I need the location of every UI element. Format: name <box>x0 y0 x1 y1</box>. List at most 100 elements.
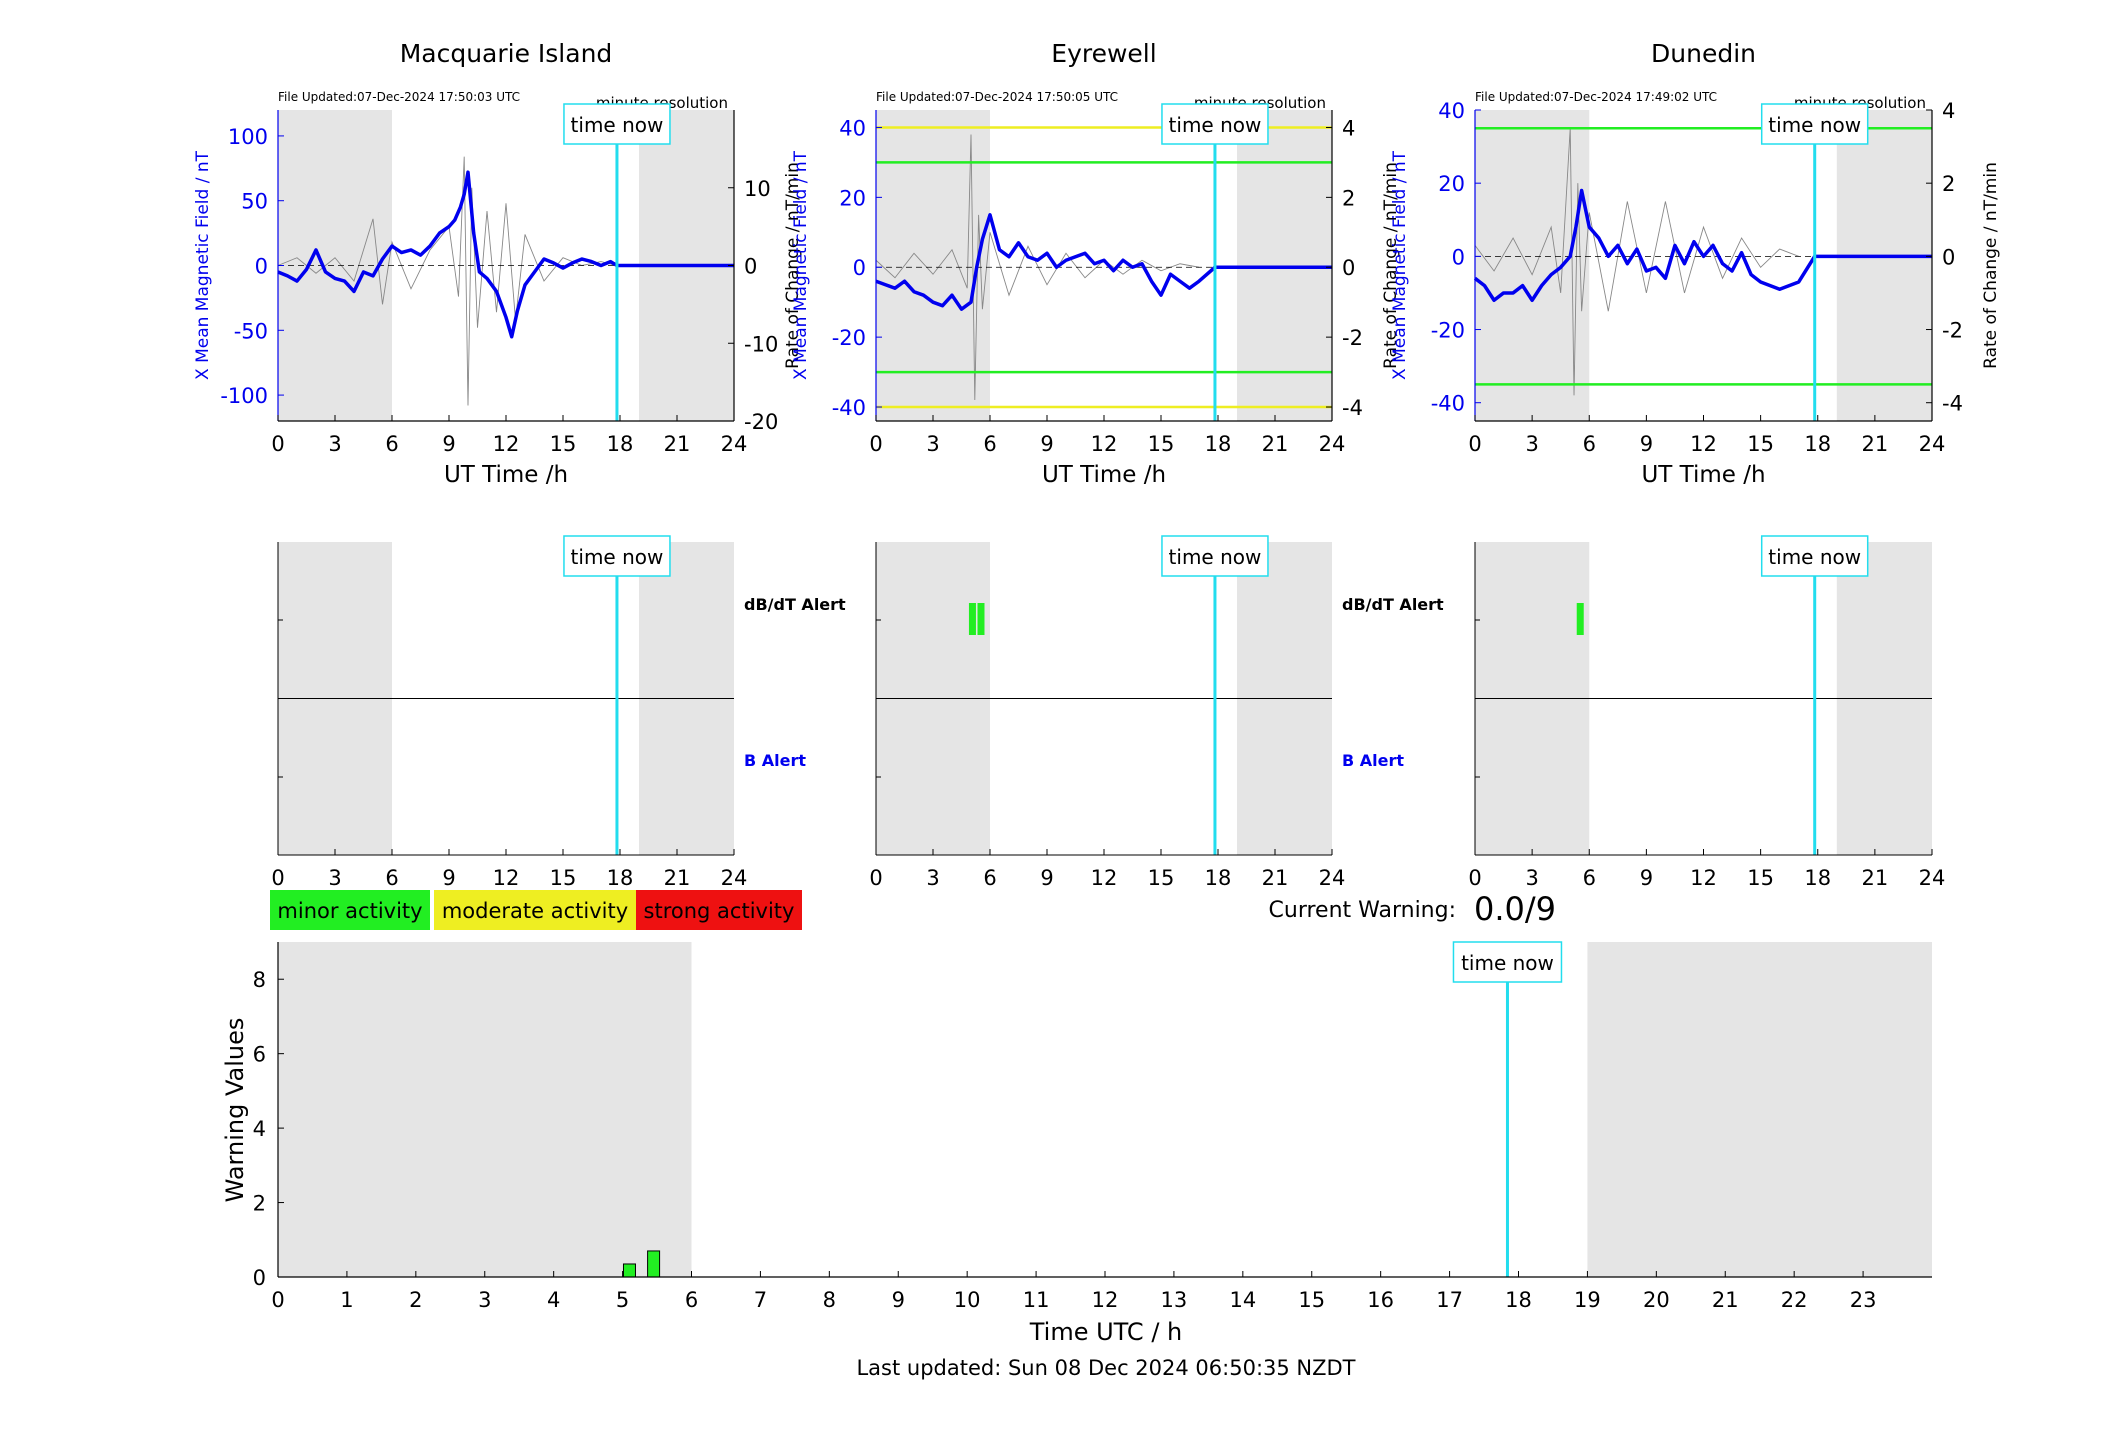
y-tick-label-left: -20 <box>832 326 866 350</box>
alert-plot: 0 3 6 9 12 15 18 21 24 <box>869 542 1345 890</box>
y-tick-label: 6 <box>253 1043 266 1067</box>
x-tick-label: 18 <box>1205 432 1232 456</box>
x-tick-label: 21 <box>1712 1288 1739 1312</box>
y-tick-label-left: 20 <box>1438 172 1465 196</box>
x-tick-label: 18 <box>607 432 634 456</box>
y-axis-label-left: X Mean Magnetic Field / nT <box>193 150 213 380</box>
current-warning-label: Current Warning: <box>1269 898 1456 923</box>
y-tick-label-right: -4 <box>1942 392 1963 416</box>
last-updated-label: Last updated: Sun 08 Dec 2024 06:50:35 N… <box>856 1356 1355 1380</box>
y-tick-label-right: 10 <box>744 177 771 201</box>
time-now-frame <box>563 103 671 145</box>
x-tick-label: 11 <box>1023 1288 1050 1312</box>
x-tick-label: 12 <box>1091 866 1118 890</box>
file-updated-label: File Updated:07-Dec-2024 17:49:02 UTC <box>1475 90 1717 104</box>
x-tick-label: 9 <box>1040 866 1053 890</box>
x-tick-label: 6 <box>983 866 996 890</box>
y-tick-label-left: 40 <box>839 116 866 140</box>
x-tick-label: 24 <box>721 432 748 456</box>
station-panel-dunedin: Dunedin File Updated:07-Dec-2024 17:49:0… <box>1390 39 2001 890</box>
x-tick-label: 19 <box>1574 1288 1601 1312</box>
magnetic-field-line <box>1473 188 1932 303</box>
y-tick-label-left: 0 <box>853 256 866 280</box>
x-tick-label: 15 <box>1747 432 1774 456</box>
x-tick-label: 6 <box>1583 866 1596 890</box>
y-tick-label-right: 2 <box>1942 172 1955 196</box>
y-tick-label-left: 50 <box>241 190 268 214</box>
station-title: Dunedin <box>1651 39 1756 68</box>
x-tick-label: 20 <box>1643 1288 1670 1312</box>
x-tick-label: 0 <box>271 866 284 890</box>
legend-minor-label: minor activity <box>277 899 422 923</box>
dbdt-alert-label: dB/dT Alert <box>1342 595 1444 614</box>
warning-time-now-box: time now <box>1452 941 1563 983</box>
y-tick-label-left: -40 <box>832 396 866 420</box>
station-title: Eyrewell <box>1051 39 1156 68</box>
night-shade <box>1587 942 1932 1277</box>
time-now-frame <box>1161 535 1269 577</box>
x-tick-label: 9 <box>892 1288 905 1312</box>
x-tick-label: 13 <box>1161 1288 1188 1312</box>
y-tick-label-left: -100 <box>220 384 268 408</box>
b-alert-label: B Alert <box>744 751 806 770</box>
y-axis-label-right: Rate of Change / nT/min <box>783 162 803 369</box>
x-tick-label: 23 <box>1850 1288 1877 1312</box>
x-tick-label: 12 <box>1091 432 1118 456</box>
y-tick-label-left: 100 <box>228 125 268 149</box>
night-shade <box>278 110 392 421</box>
x-axis-label: UT Time /h <box>1042 462 1166 488</box>
y-tick-label: 8 <box>253 968 266 992</box>
y-tick-label-left: 40 <box>1438 99 1465 123</box>
y-tick-label-left: -20 <box>1431 319 1465 343</box>
y-tick-label-right: -4 <box>1342 396 1363 420</box>
x-tick-label: 0 <box>869 866 882 890</box>
x-tick-label: 10 <box>954 1288 981 1312</box>
b-alert-label: B Alert <box>1342 751 1404 770</box>
y-tick-label-right: 4 <box>1942 99 1955 123</box>
file-updated-label: File Updated:07-Dec-2024 17:50:03 UTC <box>278 90 520 104</box>
x-tick-label: 12 <box>1690 432 1717 456</box>
alert-plot: 0 3 6 9 12 15 18 21 24 <box>271 542 747 890</box>
y-tick-label-right: -2 <box>1942 319 1963 343</box>
y-axis-label-right: Rate of Change / nT/min <box>1981 162 2001 369</box>
x-tick-label: 0 <box>1468 866 1481 890</box>
x-tick-label: 17 <box>1436 1288 1463 1312</box>
warning-x-axis-label: Time UTC / h <box>1029 1318 1183 1346</box>
y-axis-label-right: Rate of Change / nT/min <box>1381 162 1401 369</box>
time-now-box: time now <box>563 103 671 145</box>
y-tick-label-right: 2 <box>1342 186 1355 210</box>
x-tick-label: 15 <box>550 866 577 890</box>
magnetic-field-line <box>875 213 1332 311</box>
current-warning: Current Warning: 0.0/9 <box>1269 890 1557 928</box>
x-tick-label: 18 <box>1804 432 1831 456</box>
x-tick-label: 15 <box>1148 432 1175 456</box>
legend-strong-swatch <box>636 890 802 930</box>
x-tick-label: 15 <box>1148 866 1175 890</box>
x-tick-label: 21 <box>664 432 691 456</box>
rate-of-change-line <box>277 156 617 406</box>
x-axis-label: UT Time /h <box>444 462 568 488</box>
x-tick-label: 15 <box>550 432 577 456</box>
x-tick-label: 21 <box>1262 866 1289 890</box>
file-updated-label: File Updated:07-Dec-2024 17:50:05 UTC <box>876 90 1118 104</box>
y-tick-label-right: 4 <box>1342 116 1355 140</box>
x-tick-label: 6 <box>685 1288 698 1312</box>
warning-values-chart: 0 1 2 3 4 5 6 7 8 9 10 11 12 13 14 15 16 17 18 19 20 21 22 2302… <box>221 941 1932 1346</box>
x-tick-label: 0 <box>869 432 882 456</box>
x-tick-label: 21 <box>664 866 691 890</box>
y-tick-label-right: 0 <box>1342 256 1355 280</box>
alert-plot: 0 3 6 9 12 15 18 21 24 <box>1468 542 1945 890</box>
time-now-frame <box>1760 103 1869 145</box>
y-tick-label: 2 <box>253 1192 266 1216</box>
x-tick-label: 4 <box>547 1288 560 1312</box>
x-tick-label: 21 <box>1862 866 1889 890</box>
dbdt-alert-mark <box>977 603 985 635</box>
x-tick-label: 9 <box>1640 432 1653 456</box>
current-warning-value: 0.0/9 <box>1474 890 1556 928</box>
y-tick-label-left: -50 <box>234 319 268 343</box>
x-tick-label: 3 <box>1525 432 1538 456</box>
time-now-label: time now <box>571 113 664 137</box>
y-tick-label-left: 0 <box>1452 245 1465 269</box>
